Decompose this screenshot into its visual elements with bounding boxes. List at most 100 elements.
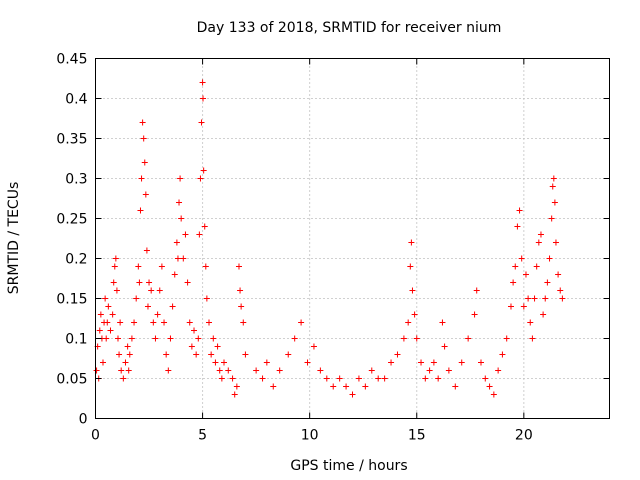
data-point <box>452 383 459 390</box>
data-point <box>238 303 245 310</box>
data-point <box>533 263 540 270</box>
x-tick-label: 5 <box>198 428 207 444</box>
data-point <box>171 271 178 278</box>
data-point <box>542 295 549 302</box>
data-point <box>229 375 236 382</box>
data-point <box>310 343 317 350</box>
data-point <box>208 351 215 358</box>
data-point <box>124 343 131 350</box>
data-point <box>169 303 176 310</box>
x-axis-label: GPS time / hours <box>290 458 407 474</box>
x-tick-label: 20 <box>515 428 533 444</box>
data-point <box>203 295 210 302</box>
data-point <box>510 279 517 286</box>
data-point <box>550 175 557 182</box>
data-point <box>117 319 124 326</box>
data-point <box>445 367 452 374</box>
data-point <box>96 327 103 334</box>
data-point <box>148 287 155 294</box>
data-point <box>99 359 106 366</box>
data-point <box>138 175 145 182</box>
data-point <box>218 375 225 382</box>
data-point <box>375 375 382 382</box>
data-point <box>368 367 375 374</box>
data-point <box>122 359 129 366</box>
data-point <box>555 271 562 278</box>
data-point <box>105 303 112 310</box>
data-point <box>381 375 388 382</box>
data-point <box>330 383 337 390</box>
data-point <box>156 287 163 294</box>
data-point <box>126 351 133 358</box>
data-point <box>212 359 219 366</box>
data-point <box>216 367 223 374</box>
data-point <box>471 311 478 318</box>
data-point <box>109 311 116 318</box>
data-point <box>548 215 555 222</box>
data-point <box>116 351 123 358</box>
data-point <box>411 311 418 318</box>
data-point <box>408 239 415 246</box>
data-point <box>394 351 401 358</box>
data-point <box>110 279 117 286</box>
data-point <box>146 279 153 286</box>
data-point <box>263 359 270 366</box>
data-point <box>114 335 121 342</box>
data-point <box>531 295 538 302</box>
data-point <box>270 383 277 390</box>
data-point <box>104 319 111 326</box>
data-point <box>202 263 209 270</box>
data-point <box>430 359 437 366</box>
data-point <box>165 367 172 374</box>
data-point <box>176 199 183 206</box>
data-point <box>439 319 446 326</box>
data-point <box>196 231 203 238</box>
data-point <box>178 215 185 222</box>
data-point <box>125 367 132 374</box>
data-point <box>235 263 242 270</box>
data-point <box>184 279 191 286</box>
data-point <box>514 223 521 230</box>
data-point <box>482 375 489 382</box>
data-point <box>118 367 125 374</box>
data-point <box>546 255 553 262</box>
data-point <box>304 359 311 366</box>
data-point <box>152 335 159 342</box>
data-point <box>435 375 442 382</box>
data-point <box>291 335 298 342</box>
data-point <box>418 359 425 366</box>
x-tick-label: 0 <box>91 428 100 444</box>
data-point <box>240 319 247 326</box>
data-point <box>143 247 150 254</box>
data-point <box>136 279 143 286</box>
y-tick-label: 0.1 <box>65 332 87 348</box>
y-tick-label: 0.3 <box>65 172 87 188</box>
data-point <box>131 319 138 326</box>
data-point <box>197 175 204 182</box>
data-point <box>405 319 412 326</box>
data-point <box>473 287 480 294</box>
data-point <box>388 359 395 366</box>
data-point <box>140 135 147 142</box>
y-tick-label: 0.35 <box>56 132 87 148</box>
data-point <box>285 351 292 358</box>
data-point <box>103 335 110 342</box>
data-point <box>559 295 566 302</box>
data-point <box>225 367 232 374</box>
data-point <box>465 335 472 342</box>
data-point <box>233 383 240 390</box>
chart-title: Day 133 of 2018, SRMTID for receiver niu… <box>197 20 502 36</box>
data-point <box>549 183 556 190</box>
data-point <box>150 319 157 326</box>
data-point <box>139 119 146 126</box>
data-point <box>317 367 324 374</box>
data-point <box>557 287 564 294</box>
data-point <box>102 295 109 302</box>
data-point <box>407 263 414 270</box>
y-tick-label: 0.2 <box>65 252 87 268</box>
data-point <box>120 375 127 382</box>
data-point <box>161 319 168 326</box>
data-point <box>128 335 135 342</box>
